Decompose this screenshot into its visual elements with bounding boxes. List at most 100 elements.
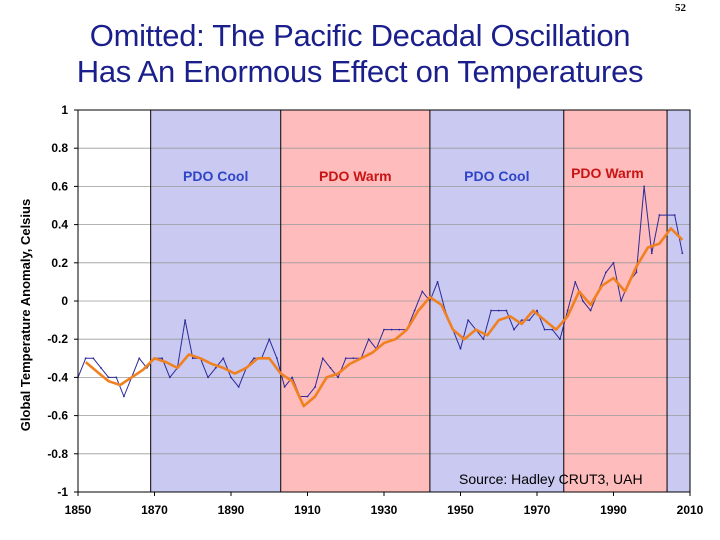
data-point bbox=[436, 281, 439, 283]
data-point bbox=[520, 319, 523, 321]
data-point bbox=[138, 357, 141, 360]
slide-title-line-1: Omitted: The Pacific Decadal Oscillation bbox=[89, 18, 631, 53]
data-point bbox=[107, 376, 110, 379]
data-point bbox=[543, 328, 546, 331]
data-point bbox=[306, 395, 309, 398]
x-tick-label: 1970 bbox=[524, 503, 551, 517]
x-tick-label: 1990 bbox=[600, 503, 627, 517]
pdo-band-labels: PDO Cool PDO Warm PDO Cool PDO Warm bbox=[183, 165, 644, 184]
band-label-cool: PDO Cool bbox=[183, 168, 248, 184]
x-tick-label: 1910 bbox=[294, 503, 321, 517]
y-tick-label: 0.8 bbox=[51, 141, 68, 155]
data-point bbox=[528, 319, 531, 321]
data-point bbox=[658, 214, 661, 216]
data-point bbox=[421, 290, 424, 293]
data-point bbox=[214, 366, 217, 369]
data-point bbox=[352, 357, 355, 360]
series-layer bbox=[77, 185, 684, 408]
data-point bbox=[344, 357, 347, 360]
band-label-warm: PDO Warm bbox=[319, 168, 392, 184]
data-point bbox=[650, 252, 653, 255]
y-tick-label: -0.8 bbox=[47, 447, 68, 461]
y-tick-label: -0.2 bbox=[47, 332, 68, 346]
y-tick-label: 0.6 bbox=[51, 179, 68, 193]
y-tick-label: -1 bbox=[57, 485, 68, 499]
data-point bbox=[253, 357, 255, 360]
data-point bbox=[574, 281, 577, 283]
data-point bbox=[84, 357, 87, 360]
data-point bbox=[337, 376, 339, 379]
y-axis-label: Global Temperature Anomaly, Celsius bbox=[18, 199, 33, 431]
data-point bbox=[604, 271, 607, 274]
data-point bbox=[222, 357, 225, 360]
data-point bbox=[276, 357, 278, 360]
data-point bbox=[367, 338, 370, 341]
data-point bbox=[620, 300, 623, 302]
y-tick-label: 1 bbox=[61, 103, 68, 117]
data-point bbox=[314, 386, 317, 388]
x-tick-label: 1950 bbox=[447, 503, 474, 517]
data-point bbox=[100, 366, 102, 369]
data-point bbox=[482, 338, 485, 341]
data-point bbox=[184, 319, 187, 321]
data-point bbox=[612, 261, 615, 264]
data-point bbox=[291, 376, 294, 379]
data-point bbox=[635, 271, 638, 274]
x-tick-label: 1870 bbox=[141, 503, 168, 517]
data-point bbox=[513, 328, 515, 331]
data-point bbox=[237, 386, 240, 388]
data-point bbox=[191, 357, 194, 360]
y-tick-label: 0 bbox=[61, 294, 68, 308]
source-annotation: Source: Hadley CRUT3, UAH bbox=[459, 471, 643, 487]
x-tick-label: 1930 bbox=[371, 503, 398, 517]
data-point bbox=[566, 309, 569, 312]
data-point bbox=[168, 376, 171, 379]
data-point bbox=[505, 309, 508, 312]
data-point bbox=[390, 328, 393, 331]
data-point bbox=[490, 309, 492, 312]
data-point bbox=[268, 338, 271, 341]
data-point bbox=[666, 214, 668, 216]
data-point bbox=[383, 328, 385, 331]
data-point bbox=[673, 214, 676, 216]
data-point bbox=[551, 328, 554, 331]
data-point bbox=[582, 300, 584, 302]
slide-number: 52 bbox=[675, 2, 686, 14]
data-point bbox=[643, 185, 645, 188]
series-line-smoothed bbox=[84, 227, 684, 408]
data-point bbox=[207, 376, 209, 379]
series-line-monthly bbox=[77, 185, 683, 397]
data-point bbox=[123, 395, 125, 398]
data-point bbox=[398, 328, 401, 331]
x-tick-label: 1890 bbox=[218, 503, 245, 517]
y-tick-label: -0.4 bbox=[47, 370, 68, 384]
x-tick-labels: 1850 1870 1890 1910 1930 1950 1970 1990 2010 bbox=[65, 492, 704, 517]
slide-title-line-2: Has An Enormous Effect on Temperatures bbox=[76, 54, 644, 89]
data-point bbox=[115, 376, 118, 379]
data-point bbox=[681, 252, 684, 255]
x-tick-label: 1850 bbox=[65, 503, 92, 517]
data-point bbox=[92, 357, 95, 360]
data-point bbox=[467, 319, 470, 321]
band-label-cool: PDO Cool bbox=[464, 168, 529, 184]
band-label-warm: PDO Warm bbox=[571, 165, 644, 181]
data-point bbox=[161, 357, 164, 360]
y-tick-label: 0.2 bbox=[51, 256, 68, 270]
data-point bbox=[413, 309, 416, 312]
data-point bbox=[559, 338, 561, 341]
data-point bbox=[329, 366, 332, 369]
data-point bbox=[321, 357, 324, 360]
data-point bbox=[283, 386, 286, 388]
data-point bbox=[497, 309, 500, 312]
y-tick-label: -0.6 bbox=[47, 409, 68, 423]
data-point bbox=[536, 309, 538, 312]
data-point bbox=[459, 347, 462, 350]
data-point bbox=[230, 376, 232, 379]
y-tick-labels: 1 0.8 0.6 0.4 0.2 0 -0.2 -0.4 -0.6 -0.8 -1 bbox=[47, 103, 78, 499]
data-point bbox=[589, 309, 592, 312]
y-tick-label: 0.4 bbox=[51, 218, 68, 232]
slide-title: Omitted: The Pacific Decadal Oscillation… bbox=[0, 18, 720, 90]
x-tick-label: 2010 bbox=[677, 503, 704, 517]
data-point bbox=[429, 300, 431, 302]
